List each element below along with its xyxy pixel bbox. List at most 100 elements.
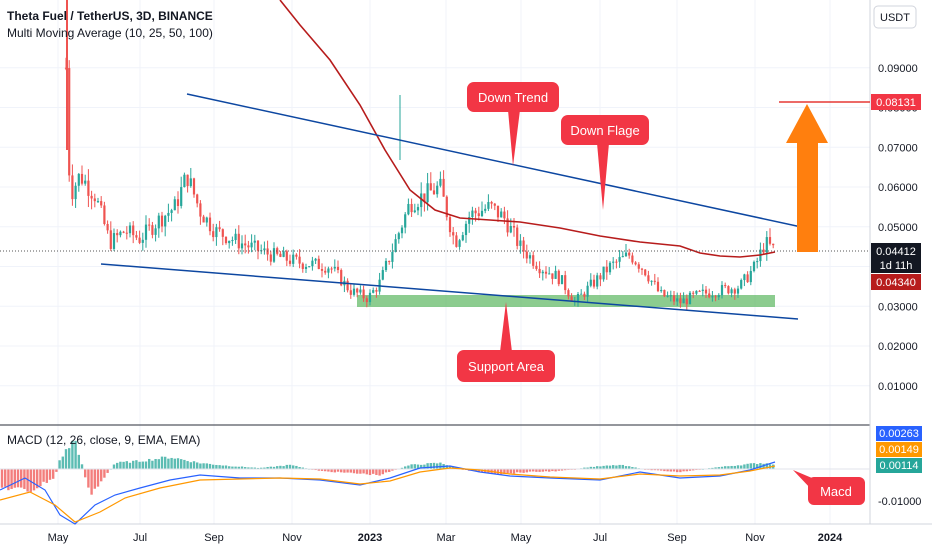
macd-bar (42, 469, 45, 482)
candle-body (212, 231, 215, 238)
candle-body (183, 174, 186, 188)
candle-body (253, 240, 256, 243)
macd-bar (727, 466, 730, 469)
candle-body (116, 233, 119, 236)
target-price-label: 0.08131 (876, 97, 916, 109)
macd-bar (314, 469, 317, 471)
candle-body (298, 256, 301, 264)
currency-button[interactable]: USDT (873, 5, 917, 29)
macd-bar (138, 461, 141, 469)
candle-body (583, 293, 586, 297)
macd-bar (634, 467, 637, 469)
candle-body (170, 210, 173, 213)
macd-bar (295, 465, 298, 469)
macd-bar (189, 462, 192, 469)
chart-title: Theta Fuel / TetherUS, 3D, BINANCE (7, 9, 213, 23)
macd-bar (384, 469, 388, 473)
callout-down-trend: Down Trend (467, 82, 559, 166)
candle-body (436, 185, 439, 195)
macd-bar (711, 467, 714, 469)
macd-bar (621, 464, 624, 469)
callout-support-area-label: Support Area (468, 359, 545, 374)
macd-bar (20, 469, 23, 488)
candle-body (650, 280, 653, 282)
price-tick: 0.07000 (878, 142, 918, 154)
macd-bar (160, 456, 164, 469)
macd-bar (74, 440, 77, 469)
macd-bar (77, 454, 80, 469)
macd-bar (535, 469, 538, 472)
macd-bar (208, 463, 212, 469)
candle-body (605, 266, 608, 273)
candle-body (138, 237, 141, 243)
signal-line (0, 465, 776, 523)
macd-bar (96, 469, 100, 487)
candle-body (743, 274, 746, 281)
macd-bar (525, 469, 528, 473)
macd-bar (416, 464, 420, 469)
candle-body (480, 210, 484, 217)
candle-body (618, 257, 621, 262)
candle-body (285, 251, 288, 261)
macd-bar (269, 466, 272, 469)
candle-body (544, 271, 548, 274)
candle-body (525, 251, 528, 259)
macd-bar (276, 466, 279, 469)
candle-body (384, 260, 388, 271)
candle-body (413, 210, 416, 213)
candle-body (276, 248, 279, 254)
candle-body (532, 255, 535, 266)
macd-bar (292, 465, 295, 469)
candle-body (263, 248, 266, 251)
candle-body (173, 199, 176, 211)
macd-bar (176, 458, 180, 469)
macd-bar (736, 465, 740, 469)
macd-bar (500, 469, 503, 475)
price-tick: 0.06000 (878, 182, 918, 194)
candle-body (749, 270, 752, 283)
candle-body (90, 195, 93, 199)
macd-bar (340, 469, 343, 473)
candle-body (77, 173, 80, 186)
candle-body (688, 292, 692, 305)
macd-bar (282, 466, 285, 469)
macd-bar (439, 462, 442, 469)
macd-bar (375, 469, 378, 475)
candle-body (647, 275, 650, 282)
candle-body (256, 240, 260, 251)
histogram-value-label: 0.00114 (880, 460, 919, 472)
candle-body (141, 239, 144, 243)
macd-bar (346, 469, 349, 473)
histogram-value-badge: 0.00114 (876, 458, 922, 473)
macd-bar (410, 464, 413, 469)
macd-bar (45, 469, 48, 483)
macd-bar (391, 469, 394, 471)
macd-bar (685, 469, 688, 472)
time-tick: Jul (133, 532, 147, 544)
candle-body (500, 211, 503, 218)
candle-body (589, 279, 592, 286)
macd-bar (103, 469, 106, 478)
candle-body (336, 266, 340, 271)
macd-bar (583, 467, 586, 469)
candle-body (176, 199, 180, 206)
candle-body (228, 240, 231, 244)
candle-body (240, 243, 244, 249)
macd-bar (23, 469, 26, 489)
candle-body (557, 270, 560, 285)
macd-bar (663, 469, 666, 472)
candle-body (752, 261, 756, 271)
candle-body (608, 262, 612, 273)
candle-body (122, 231, 125, 233)
macd-bar (90, 469, 93, 495)
macd-bar (266, 466, 269, 469)
candle-body (724, 285, 727, 287)
macd-bar (196, 462, 199, 469)
candle-body (685, 298, 688, 305)
macd-bar (324, 469, 327, 472)
macd-bar (692, 469, 695, 471)
currency-button-label: USDT (880, 12, 910, 24)
macd-bar (532, 469, 535, 472)
time-tick: Sep (204, 532, 224, 544)
candle-body (103, 205, 106, 224)
